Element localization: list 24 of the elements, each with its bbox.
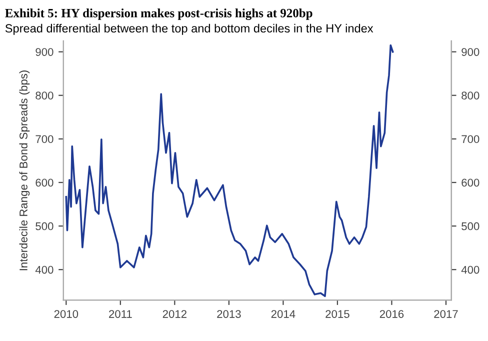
y-tick-label: 800 <box>36 92 54 100</box>
chart-title: Exhibit 5: HY dispersion makes post-crisis highs at 920bp <box>5 8 312 20</box>
x-tick-label: 2016 <box>380 310 404 318</box>
x-tick-label: 2014 <box>271 310 296 318</box>
y2-tick-label: 500 <box>462 222 480 230</box>
x-tick-label: 2015 <box>326 310 350 318</box>
y-tick-label: 900 <box>36 48 54 56</box>
x-tick-label: 2012 <box>162 310 186 318</box>
y-axis-title: Interdecile Range of Bond Spreads (bps) <box>19 70 30 270</box>
y2-tick-label: 700 <box>462 135 480 144</box>
x-tick-label: 2011 <box>109 310 132 318</box>
line-series <box>65 44 394 298</box>
y-tick-label: 500 <box>36 222 54 230</box>
y2-tick-label: 400 <box>461 266 480 274</box>
y2-tick-label: 600 <box>462 178 480 187</box>
x-tick-label: 2010 <box>54 310 78 318</box>
x-tick-label: 2017 <box>434 310 458 318</box>
chart-subtitle: Spread differential between the top and bottom deciles in the HY index <box>5 24 374 35</box>
y2-tick-label: 900 <box>462 48 480 56</box>
y2-tick-label: 800 <box>462 92 480 100</box>
y-tick-label: 700 <box>36 135 54 144</box>
x-tick-label: 2013 <box>217 310 241 318</box>
y-tick-label: 400 <box>35 266 54 274</box>
y-tick-label: 600 <box>36 178 54 187</box>
